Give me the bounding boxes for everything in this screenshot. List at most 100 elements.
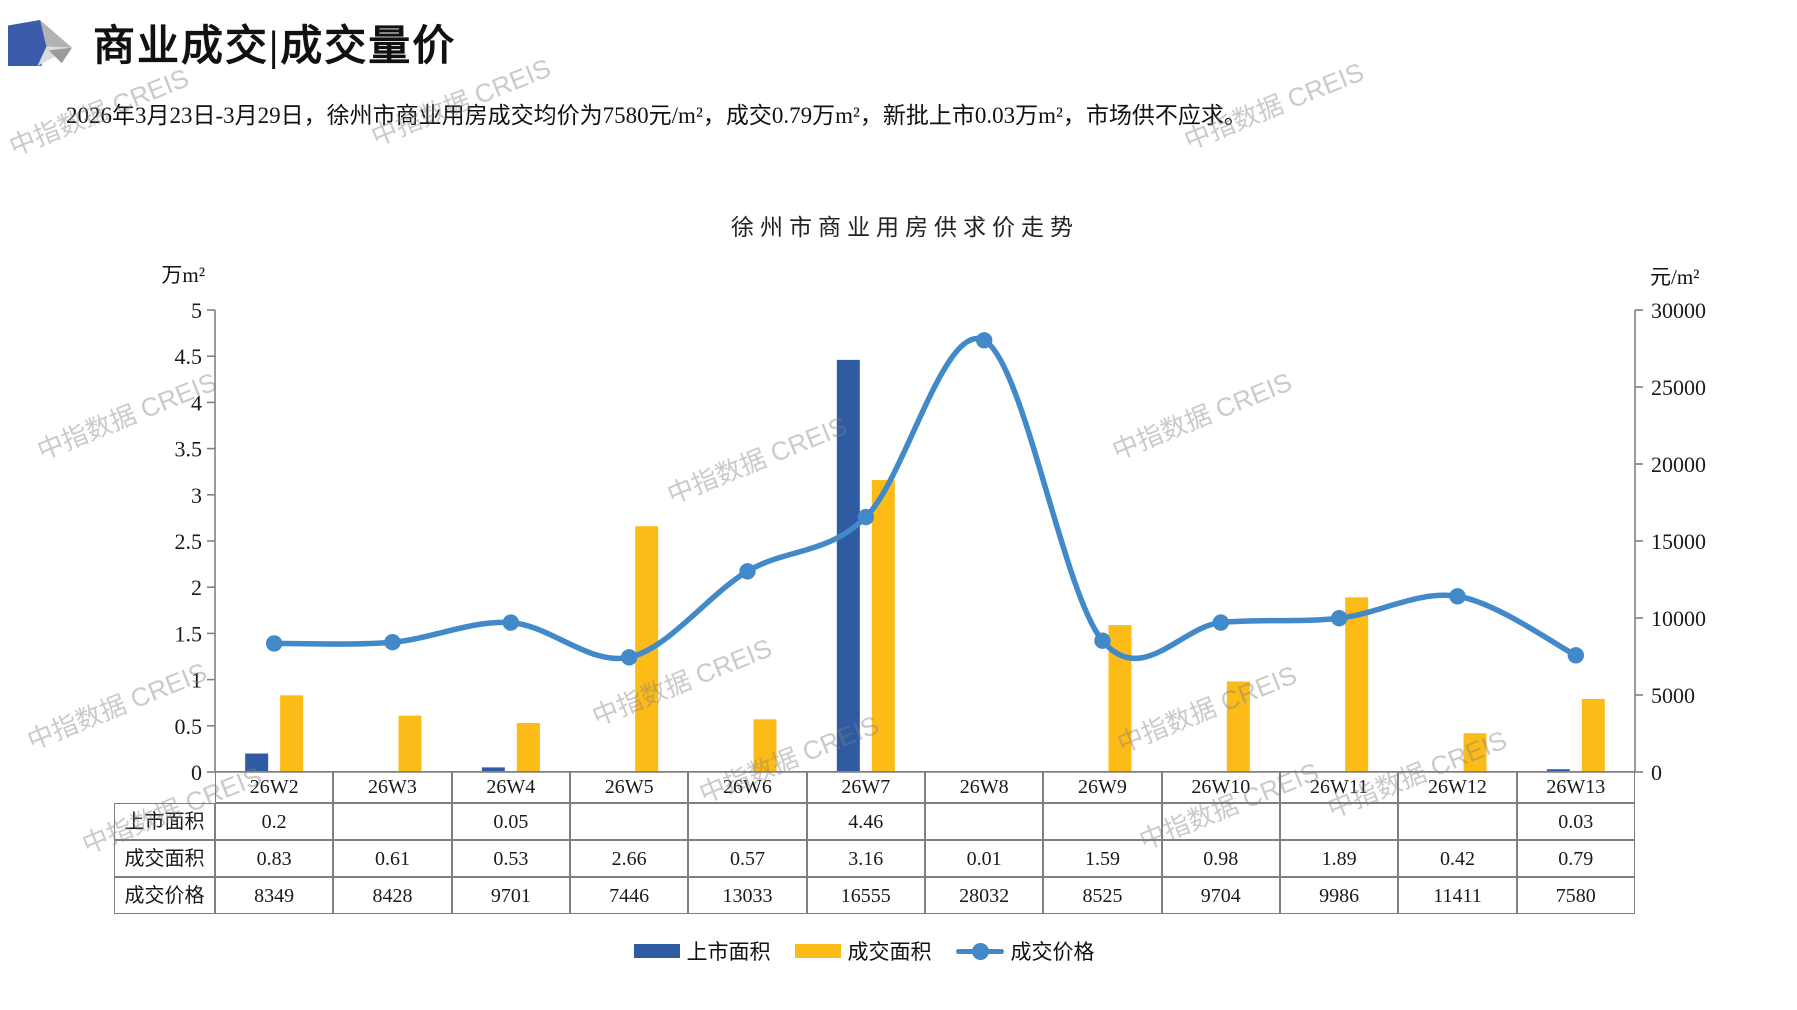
left-axis-tick-label: 2 bbox=[191, 575, 202, 600]
table-cell: 7446 bbox=[569, 877, 689, 914]
summary-text: 2026年3月23日-3月29日，徐州市商业用房成交均价为7580元/m²，成交… bbox=[66, 103, 1247, 128]
left-axis-tick-label: 0 bbox=[191, 760, 202, 785]
legend-item-price: 成交价格 bbox=[955, 936, 1095, 966]
bar-listing-area bbox=[1546, 769, 1570, 772]
bar-sold-area bbox=[1345, 597, 1369, 772]
bar-listing-area bbox=[245, 753, 269, 772]
table-cell bbox=[924, 803, 1044, 840]
table-cell: 16555 bbox=[806, 877, 925, 914]
left-axis-tick-label: 0.5 bbox=[175, 714, 203, 739]
left-axis-unit-label: 万m² bbox=[161, 263, 205, 287]
table-header-cell: 26W11 bbox=[1279, 771, 1399, 803]
yellow-bar-swatch-icon bbox=[794, 944, 841, 958]
line-swatch-icon bbox=[955, 942, 1004, 960]
left-axis-tick-label: 4.5 bbox=[175, 344, 203, 369]
table-header-cell: 26W12 bbox=[1398, 771, 1517, 803]
table-cell: 0.53 bbox=[451, 840, 570, 877]
bar-sold-area bbox=[280, 695, 304, 772]
price-line-marker bbox=[857, 508, 875, 526]
left-axis-tick-label: 1.5 bbox=[175, 621, 203, 646]
table-cell: 1.59 bbox=[1043, 840, 1162, 877]
table-cell: 0.79 bbox=[1516, 840, 1635, 877]
table-cell: 1.89 bbox=[1279, 840, 1399, 877]
left-axis-tick-label: 4 bbox=[191, 390, 202, 415]
table-row-label: 成交面积 bbox=[114, 840, 215, 877]
right-axis-tick-label: 30000 bbox=[1651, 298, 1706, 323]
price-line-marker bbox=[265, 635, 283, 652]
price-line-marker bbox=[1094, 632, 1111, 649]
legend-label: 成交价格 bbox=[1010, 940, 1095, 964]
chart-legend: 上市面积 成交面积 成交价格 bbox=[0, 936, 1728, 966]
price-line-marker bbox=[502, 614, 520, 631]
right-axis-tick-label: 15000 bbox=[1651, 529, 1706, 554]
data-table: 26W2 26W3 26W4 26W5 26W6 26W7 26W8 26W9 26W10 26W… bbox=[114, 771, 1635, 914]
table-header-cell: 26W4 bbox=[451, 771, 570, 803]
table-cell bbox=[1398, 803, 1517, 840]
price-line-marker bbox=[384, 634, 401, 651]
table-cell: 8349 bbox=[215, 877, 334, 914]
table-cell: 3.16 bbox=[806, 840, 925, 877]
table-cell bbox=[333, 803, 452, 840]
table-cell: 0.98 bbox=[1161, 840, 1280, 877]
table-cell: 13033 bbox=[688, 877, 807, 914]
table-cell: 0.83 bbox=[215, 840, 334, 877]
table-cell: 11411 bbox=[1398, 877, 1517, 914]
table-cell: 0.05 bbox=[451, 803, 570, 840]
bar-sold-area bbox=[753, 719, 777, 772]
right-axis-tick-label: 10000 bbox=[1651, 606, 1706, 631]
bar-sold-area bbox=[1581, 699, 1605, 772]
price-line-marker bbox=[975, 332, 993, 349]
table-corner-cell bbox=[114, 771, 215, 803]
table-cell: 28032 bbox=[924, 877, 1044, 914]
price-line-marker bbox=[1212, 614, 1230, 631]
table-cell: 0.42 bbox=[1398, 840, 1517, 877]
legend-label: 上市面积 bbox=[686, 940, 771, 964]
bar-sold-area bbox=[871, 480, 895, 772]
table-header-cell: 26W9 bbox=[1043, 771, 1162, 803]
left-axis-tick-label: 2.5 bbox=[175, 529, 203, 554]
price-line-marker bbox=[620, 649, 638, 666]
table-header-cell: 26W3 bbox=[333, 771, 452, 803]
right-axis-unit-label: 元/m² bbox=[1650, 265, 1700, 289]
table-cell: 2.66 bbox=[569, 840, 689, 877]
table-cell: 8428 bbox=[333, 877, 452, 914]
table-header-cell: 26W6 bbox=[688, 771, 807, 803]
bar-sold-area bbox=[398, 715, 422, 772]
table-cell bbox=[688, 803, 807, 840]
legend-item-listing-area: 上市面积 bbox=[633, 936, 771, 966]
price-line-marker bbox=[1330, 610, 1348, 627]
table-header-cell: 26W10 bbox=[1161, 771, 1280, 803]
table-header-cell: 26W13 bbox=[1516, 771, 1635, 803]
left-axis-tick-label: 5 bbox=[191, 298, 202, 323]
table-cell: 0.2 bbox=[215, 803, 334, 840]
table-header-cell: 26W2 bbox=[215, 771, 334, 803]
table-cell: 0.57 bbox=[688, 840, 807, 877]
table-header-cell: 26W5 bbox=[569, 771, 689, 803]
price-line-marker bbox=[1567, 647, 1585, 664]
table-cell: 9986 bbox=[1279, 877, 1399, 914]
bar-sold-area bbox=[516, 723, 540, 772]
left-axis-tick-label: 3 bbox=[191, 483, 202, 508]
table-cell: 0.61 bbox=[333, 840, 452, 877]
right-axis-tick-label: 5000 bbox=[1651, 683, 1695, 708]
table-cell: 7580 bbox=[1516, 877, 1635, 914]
right-axis-tick-label: 0 bbox=[1651, 760, 1662, 785]
bar-sold-area bbox=[1463, 733, 1487, 772]
table-cell bbox=[1043, 803, 1162, 840]
legend-item-sold-area: 成交面积 bbox=[794, 936, 932, 966]
table-header-cell: 26W7 bbox=[806, 771, 925, 803]
bar-sold-area bbox=[1108, 625, 1132, 772]
table-header-cell: 26W8 bbox=[924, 771, 1044, 803]
table-row-label: 上市面积 bbox=[114, 803, 215, 840]
price-line-marker bbox=[739, 563, 756, 580]
left-axis-tick-label: 3.5 bbox=[175, 437, 203, 462]
table-row-label: 成交价格 bbox=[114, 877, 215, 914]
bar-sold-area bbox=[1226, 681, 1250, 772]
bar-listing-area bbox=[481, 767, 505, 772]
legend-label: 成交面积 bbox=[847, 940, 932, 964]
bar-listing-area bbox=[836, 359, 860, 772]
table-cell: 0.03 bbox=[1516, 803, 1635, 840]
table-cell bbox=[1161, 803, 1280, 840]
